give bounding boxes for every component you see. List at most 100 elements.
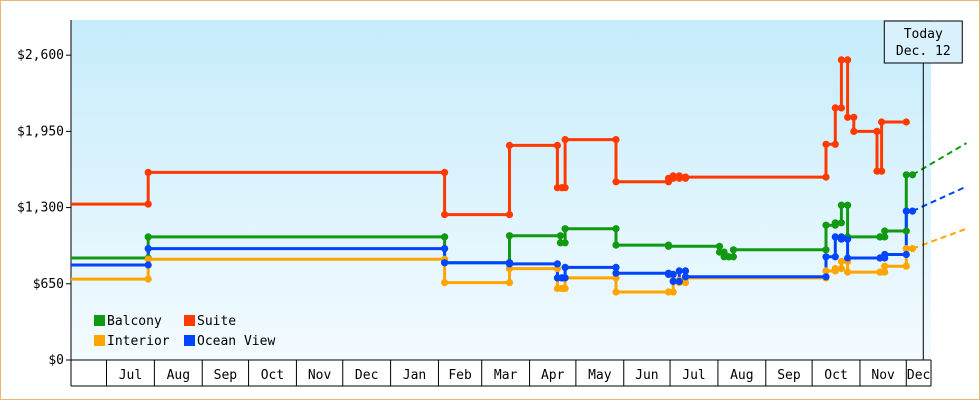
legend-swatch-balcony	[94, 315, 105, 326]
legend-swatch-interior	[94, 335, 105, 346]
data-point-suite	[822, 140, 830, 148]
data-point-suite	[561, 184, 569, 192]
y-tick-label: $2,600	[17, 48, 64, 63]
data-point-suite	[822, 173, 830, 181]
data-point-suite	[675, 174, 683, 182]
data-point-suite	[612, 178, 620, 186]
data-point-balcony	[902, 227, 910, 235]
x-tick-label: Jul	[119, 368, 142, 383]
data-point-ocean-view	[831, 233, 839, 241]
series-projection-balcony	[911, 142, 968, 176]
data-point-suite	[831, 140, 839, 148]
data-point-suite	[878, 118, 886, 126]
data-point-suite	[844, 113, 852, 121]
legend-swatch-suite	[184, 315, 195, 326]
data-point-balcony	[844, 201, 852, 209]
data-point-suite	[837, 56, 846, 64]
x-tick-label: May	[588, 368, 612, 383]
data-point-ocean-view	[881, 250, 889, 259]
today-label-line2: Dec. 12	[896, 44, 951, 59]
data-point-suite	[878, 167, 886, 175]
data-point-ocean-view	[441, 259, 449, 267]
data-point-suite	[850, 113, 858, 121]
x-tick-label: Jul	[682, 368, 705, 383]
data-point-interior	[831, 265, 839, 273]
data-point-ocean-view	[144, 261, 152, 269]
data-point-suite	[850, 127, 858, 135]
x-tick-label: Apr	[541, 368, 565, 383]
legend-label-ocean-view: Ocean View	[197, 334, 275, 349]
data-point-ocean-view	[681, 267, 690, 275]
data-point-balcony	[837, 201, 846, 209]
data-point-balcony	[441, 233, 449, 241]
data-point-ocean-view	[553, 260, 562, 268]
data-point-suite	[837, 104, 846, 112]
data-point-suite	[441, 168, 449, 176]
data-point-ocean-view	[831, 253, 839, 261]
data-point-suite	[873, 127, 881, 135]
data-point-ocean-view	[144, 245, 152, 253]
data-point-interior	[844, 268, 852, 276]
data-point-suite	[831, 104, 839, 112]
x-tick-label: Aug	[167, 368, 190, 383]
y-tick-label: $1,950	[17, 124, 64, 139]
data-point-interior	[902, 262, 910, 270]
data-point-interior	[144, 255, 152, 263]
x-tick-label: Aug	[730, 368, 753, 383]
data-point-ocean-view	[822, 253, 830, 261]
today-label-box	[883, 20, 963, 64]
data-point-ocean-view	[908, 207, 917, 215]
data-point-balcony	[729, 246, 738, 254]
x-tick-label: Jan	[403, 368, 426, 383]
data-point-ocean-view	[561, 274, 569, 282]
x-tick-label: Jun	[635, 368, 658, 383]
data-point-balcony	[822, 221, 830, 229]
data-point-ocean-view	[669, 277, 677, 285]
data-point-interior	[837, 265, 846, 273]
data-point-balcony	[144, 233, 152, 241]
data-point-balcony	[881, 233, 889, 241]
data-point-ocean-view	[612, 263, 620, 271]
x-tick-label: Oct	[824, 368, 847, 383]
plot-area	[71, 20, 931, 360]
legend-label-suite: Suite	[197, 314, 236, 329]
data-point-balcony	[715, 242, 724, 250]
x-tick-label: Nov	[871, 368, 895, 383]
y-tick-label: $1,300	[17, 201, 64, 216]
x-tick-label: Sep	[777, 368, 801, 383]
data-point-balcony	[881, 227, 889, 235]
data-point-balcony	[556, 232, 565, 240]
data-point-ocean-view	[902, 207, 910, 215]
data-point-suite	[441, 211, 449, 219]
data-point-ocean-view	[681, 273, 690, 281]
data-point-balcony	[908, 171, 917, 179]
data-point-balcony	[561, 239, 569, 247]
x-tick-label: Nov	[308, 368, 332, 383]
data-point-suite	[844, 56, 852, 64]
data-point-interior	[669, 288, 677, 296]
data-point-balcony	[612, 225, 620, 233]
x-tick-label: Mar	[494, 368, 518, 383]
data-point-ocean-view	[837, 235, 846, 243]
legend-swatch-ocean-view	[184, 335, 195, 346]
x-tick-label: Dec	[907, 368, 930, 383]
data-point-suite	[902, 118, 910, 126]
legend-label-interior: Interior	[107, 334, 170, 349]
x-tick-label: Oct	[261, 368, 284, 383]
data-point-ocean-view	[561, 263, 569, 271]
data-point-interior	[505, 279, 514, 287]
data-point-balcony	[822, 246, 830, 254]
y-tick-label: $0	[48, 353, 64, 368]
data-point-suite	[144, 168, 152, 176]
data-point-ocean-view	[505, 260, 514, 268]
data-point-suite	[505, 141, 514, 149]
data-point-suite	[505, 211, 514, 219]
data-point-interior	[881, 268, 889, 276]
data-point-interior	[561, 284, 569, 293]
data-point-ocean-view	[612, 269, 620, 277]
data-point-ocean-view	[441, 245, 449, 253]
data-point-ocean-view	[902, 250, 910, 259]
data-point-interior	[612, 288, 620, 296]
data-point-balcony	[902, 171, 910, 179]
